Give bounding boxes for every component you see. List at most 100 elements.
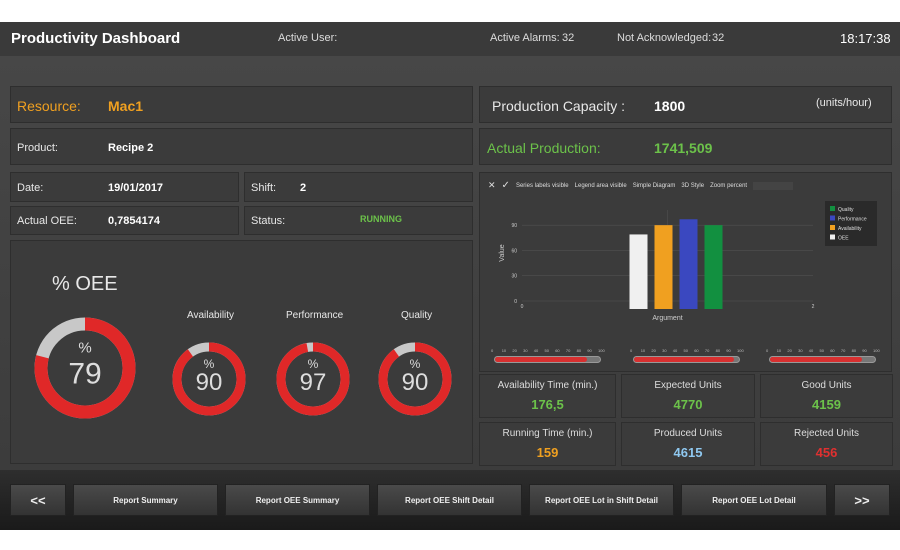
slider-track — [633, 356, 740, 363]
resource-panel: Resource: Mac1 — [10, 86, 473, 123]
active-alarms-count: 32 — [562, 32, 575, 44]
bar-oee — [629, 234, 648, 309]
oee-title: % OEE — [52, 273, 118, 295]
quality-label: Quality — [401, 310, 433, 321]
x-axis-label: Argument — [652, 315, 682, 322]
next-button[interactable]: >> — [834, 484, 890, 516]
date-panel: Date: 19/01/2017 — [10, 172, 239, 202]
stat-label: Rejected Units — [793, 428, 860, 439]
progress-slider[interactable]: 0 10 20 30 40 50 60 70 80 90 100 — [766, 348, 880, 366]
y-tick-label: 60 — [511, 248, 517, 254]
stat-label: Running Time (min.) — [502, 428, 593, 439]
report-oee-summary-button[interactable]: Report OEE Summary — [225, 484, 370, 516]
gauge-arc — [172, 342, 246, 416]
date-label: Date: — [17, 182, 44, 194]
progress-slider[interactable]: 0 10 20 30 40 50 60 70 80 90 100 — [491, 348, 605, 366]
availability-label: Availability — [187, 310, 235, 321]
y-tick-label: 90 — [511, 223, 517, 229]
legend-label: Performance — [838, 217, 867, 223]
slider-tick: 60 — [555, 348, 560, 353]
slider-tick: 20 — [651, 348, 656, 353]
zoom-percent-input[interactable] — [753, 181, 794, 190]
status-badge: RUNNING — [360, 214, 402, 224]
slider-tick: 90 — [587, 348, 592, 353]
slider-tick: 30 — [662, 348, 667, 353]
slider-tick: 60 — [830, 348, 835, 353]
not-acknowledged-label: Not Acknowledged: — [617, 32, 712, 44]
gauge-value: 79 — [68, 357, 101, 390]
shift-value: 2 — [300, 182, 307, 194]
gauge-value: 90 — [402, 369, 429, 396]
x-tick-label: 0 — [521, 304, 524, 310]
slider-tick: 0 — [766, 348, 769, 353]
slider-tick: 70 — [704, 348, 710, 353]
gauge-value: 97 — [300, 369, 327, 396]
shift-label: Shift: — [251, 182, 277, 194]
clock: 18:17:38 — [840, 31, 891, 46]
gauge-unit: % — [78, 340, 91, 357]
oee-label: Actual OEE: — [17, 215, 77, 227]
performance-label: Performance — [286, 310, 344, 321]
chart-toolbar: ✕ ✓ Series labels visible Legend area vi… — [488, 180, 794, 191]
bar-performance — [679, 219, 698, 309]
slider-tick: 100 — [737, 348, 744, 353]
slider-tick: 0 — [491, 348, 494, 353]
stat-card: Running Time (min.) 159 — [479, 422, 616, 466]
status-label: Status: — [251, 215, 286, 227]
3d-style-toggle[interactable]: 3D Style — [681, 182, 705, 189]
slider-track — [494, 356, 601, 363]
product-panel: Product: Recipe 2 — [10, 128, 473, 165]
slider-tick: 40 — [808, 348, 814, 353]
legend-area-toggle[interactable]: Legend area visible — [574, 182, 627, 189]
slider-tick: 60 — [694, 348, 699, 353]
stat-value: 4770 — [673, 397, 703, 412]
zoom-percent-label: Zoom percent — [710, 182, 748, 189]
active-alarms-label: Active Alarms: — [490, 32, 560, 44]
oee-gauge-panel: % OEE Availability Performance Quality %… — [10, 240, 473, 464]
slider-tick: 70 — [840, 348, 846, 353]
stat-value: 176,5 — [531, 397, 564, 412]
date-value: 19/01/2017 — [108, 182, 164, 194]
prev-button[interactable]: << — [10, 484, 66, 516]
check-icon[interactable]: ✓ — [501, 180, 510, 191]
slider-tick: 90 — [726, 348, 731, 353]
slider-fill — [495, 357, 588, 362]
stat-card: Availability Time (min.) 176,5 — [479, 374, 616, 418]
report-summary-button[interactable]: Report Summary — [73, 484, 218, 516]
slider-tick: 20 — [787, 348, 792, 353]
slider-tick: 80 — [851, 348, 857, 353]
legend-swatch — [830, 215, 835, 221]
simple-diagram-toggle[interactable]: Simple Diagram — [632, 182, 676, 189]
stat-card: Expected Units 4770 — [621, 374, 755, 418]
y-tick-label: 30 — [511, 274, 517, 280]
slider-tick: 50 — [683, 348, 688, 353]
resource-value: Mac1 — [108, 98, 144, 114]
report-oee-lot-detail-button[interactable]: Report OEE Lot Detail — [681, 484, 827, 516]
progress-slider[interactable]: 0 10 20 30 40 50 60 70 80 90 100 — [630, 348, 744, 366]
stat-value: 159 — [536, 445, 559, 460]
stat-label: Expected Units — [654, 380, 722, 391]
stat-label: Good Units — [801, 380, 852, 391]
series-labels-toggle[interactable]: Series labels visible — [515, 182, 569, 189]
legend-swatch — [830, 225, 835, 230]
slider-tick: 80 — [576, 348, 582, 353]
stat-card: Produced Units 4615 — [621, 422, 755, 466]
report-oee-lot-shift-detail-button[interactable]: Report OEE Lot in Shift Detail — [529, 484, 674, 516]
slider-tick: 50 — [544, 348, 549, 353]
actual-production-value: 1741,509 — [654, 140, 713, 156]
close-icon[interactable]: ✕ — [488, 180, 496, 190]
slider-tick: 90 — [862, 348, 867, 353]
gauge-unit: % — [204, 357, 215, 371]
slider-fill — [770, 357, 863, 362]
slider-tick: 30 — [523, 348, 528, 353]
slider-tick: 40 — [533, 348, 539, 353]
capacity-panel: Production Capacity : 1800 (units/hour) — [479, 86, 892, 123]
actual-production-label: Actual Production: — [487, 140, 601, 156]
bar-quality — [704, 225, 723, 309]
stat-value: 4159 — [812, 397, 841, 412]
slider-tick: 30 — [798, 348, 803, 353]
report-oee-shift-detail-button[interactable]: Report OEE Shift Detail — [377, 484, 522, 516]
slider-tick: 10 — [640, 348, 646, 353]
legend-swatch — [830, 234, 835, 240]
legend-label: OEE — [838, 236, 849, 242]
